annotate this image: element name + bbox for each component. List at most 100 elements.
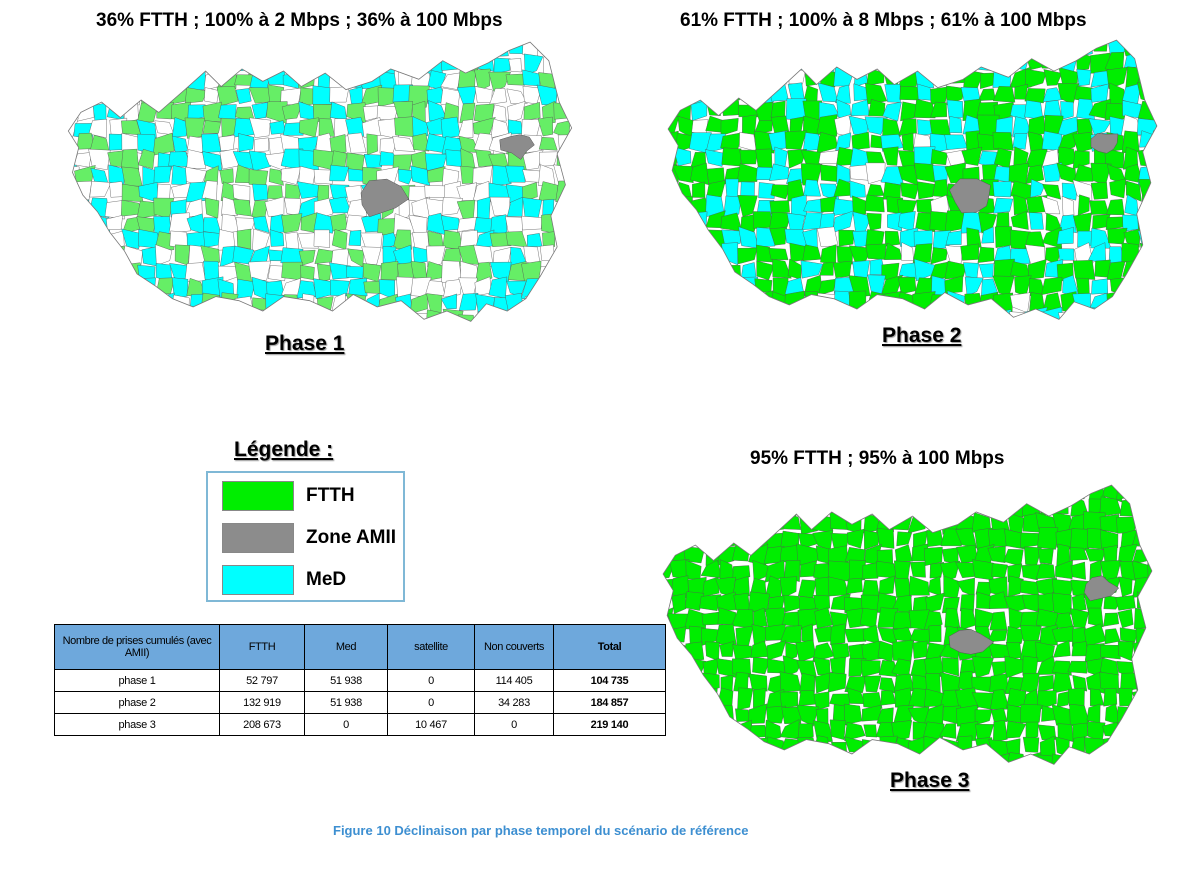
municipality-area [740, 40, 757, 57]
municipality-area [752, 560, 770, 582]
municipality-area [1148, 705, 1152, 726]
municipality-area [474, 86, 493, 103]
municipality-area [234, 296, 255, 314]
municipality-area [265, 293, 286, 313]
municipality-area [155, 277, 176, 295]
municipality-area [832, 260, 852, 279]
municipality-area [787, 82, 805, 102]
municipality-area [1152, 513, 1165, 530]
table-cell: phase 3 [54, 713, 220, 736]
municipality-area [821, 53, 835, 74]
municipality-area [139, 310, 159, 322]
municipality-area [678, 53, 695, 69]
municipality-area [541, 42, 559, 58]
municipality-area [996, 327, 1013, 343]
municipality-area [723, 40, 742, 58]
municipality-area [68, 261, 77, 282]
amii-zone [360, 178, 410, 218]
municipality-area [298, 53, 316, 73]
municipality-area [882, 146, 899, 166]
municipality-area [667, 753, 688, 765]
municipality-area [861, 756, 877, 765]
municipality-area [456, 86, 477, 104]
municipality-area [802, 309, 823, 320]
municipality-area [316, 263, 332, 282]
phase-label-1: Phase 1 [265, 332, 345, 355]
municipality-area [397, 42, 413, 58]
municipality-area [987, 753, 1010, 765]
municipality-area [106, 102, 125, 121]
municipality-area [138, 330, 158, 343]
municipality-area [1060, 40, 1074, 54]
table-cell: 52 797 [219, 669, 305, 692]
municipality-area [506, 325, 527, 345]
municipality-area [894, 578, 912, 598]
municipality-area [765, 485, 786, 501]
municipality-area [1154, 69, 1157, 88]
municipality-area [908, 498, 930, 514]
municipality-area [219, 245, 236, 268]
municipality-area [733, 592, 750, 611]
municipality-area [719, 641, 735, 657]
municipality-area [835, 132, 852, 151]
municipality-area [554, 69, 572, 89]
municipality-area [687, 737, 704, 758]
municipality-area [690, 307, 709, 320]
municipality-area [814, 576, 831, 598]
municipality-area [908, 485, 928, 502]
municipality-area [1058, 311, 1078, 320]
municipality-area [506, 88, 528, 105]
municipality-area [800, 40, 822, 56]
municipality-area [992, 309, 1012, 320]
municipality-area [685, 675, 704, 691]
municipality-area [505, 216, 524, 233]
municipality-area [1117, 608, 1134, 629]
municipality-area [445, 149, 463, 167]
municipality-area [504, 308, 527, 322]
municipality-area [979, 324, 999, 343]
municipality-area [1148, 774, 1170, 789]
municipality-area [663, 543, 672, 564]
municipality-area [88, 261, 111, 282]
municipality-area [670, 485, 691, 500]
municipality-area [313, 278, 334, 299]
municipality-area [425, 329, 442, 343]
municipality-area [104, 310, 126, 322]
municipality-area [141, 71, 158, 87]
municipality-area [1159, 56, 1171, 72]
municipality-area [73, 261, 94, 280]
municipality-area [1139, 130, 1157, 148]
municipality-area [297, 232, 319, 249]
municipality-area [360, 311, 381, 322]
municipality-area [524, 53, 544, 76]
municipality-area [477, 311, 494, 322]
municipality-area [844, 703, 863, 726]
municipality-area [441, 42, 464, 56]
municipality-area [753, 328, 774, 346]
municipality-area [90, 292, 110, 315]
municipality-area [866, 212, 882, 231]
municipality-area [360, 42, 379, 57]
municipality-area [1156, 150, 1157, 169]
municipality-area [687, 532, 706, 544]
municipality-area [235, 217, 256, 235]
municipality-area [1071, 593, 1087, 612]
municipality-area [912, 243, 933, 263]
municipality-area [991, 562, 1008, 578]
municipality-area [393, 312, 413, 322]
municipality-area [720, 307, 741, 320]
municipality-area [1121, 40, 1143, 57]
municipality-area [347, 132, 367, 154]
municipality-area [720, 118, 739, 136]
municipality-area [1021, 564, 1041, 581]
municipality-area [522, 169, 542, 183]
municipality-area [490, 42, 509, 57]
municipality-area [153, 166, 172, 184]
municipality-area [994, 226, 1013, 248]
municipality-area [553, 329, 575, 346]
municipality-area [675, 68, 696, 87]
municipality-area [721, 66, 744, 90]
municipality-area [539, 151, 559, 167]
municipality-area [721, 265, 741, 279]
municipality-area [844, 721, 866, 742]
